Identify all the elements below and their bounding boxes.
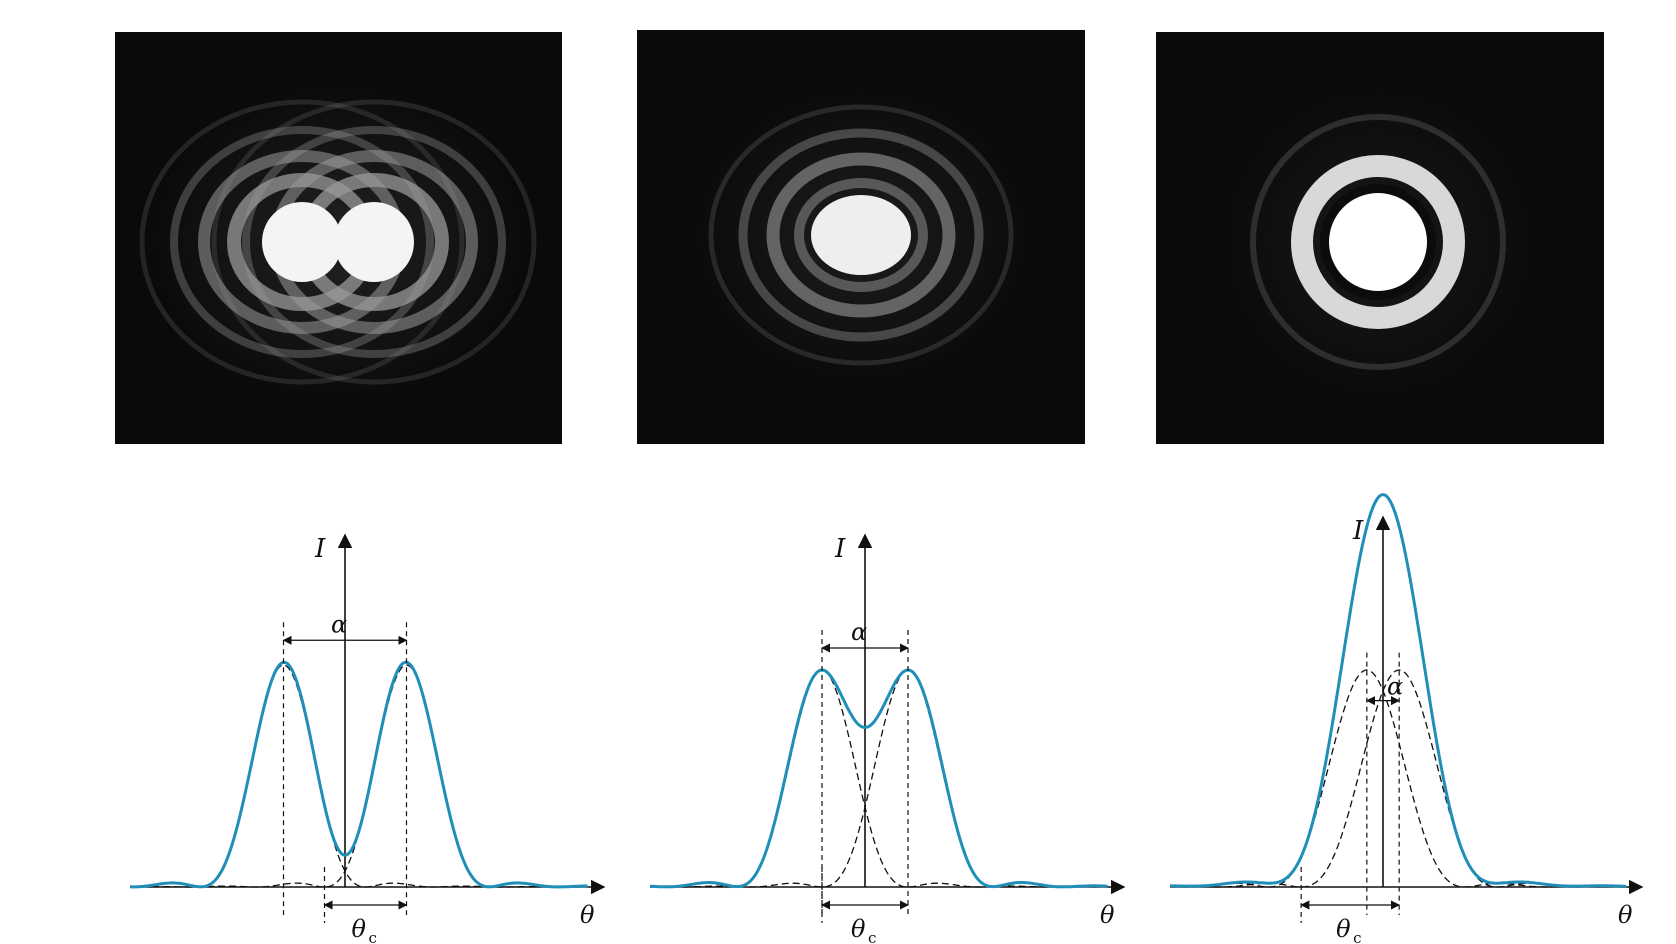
intensity-label: I: [1352, 516, 1364, 546]
intensity-label: I: [834, 534, 846, 564]
theta-c-subscript: c: [369, 929, 377, 944]
theta-c-subscript: c: [868, 929, 876, 944]
sum-curve: [649, 668, 1108, 889]
photo-b-canvas: [637, 30, 1085, 444]
theta-c-label: θ: [1336, 915, 1351, 943]
theta-c-subscript: c: [1353, 929, 1361, 944]
alpha-label: α: [851, 618, 867, 646]
photo-a-canvas: [115, 32, 562, 444]
diffraction-photo-b: [637, 30, 1085, 444]
theta-label: θ: [1100, 901, 1115, 929]
component-curve-1: [1169, 669, 1626, 888]
component-curve-1: [130, 664, 588, 888]
diffraction-photo-c: [1156, 32, 1604, 444]
theta-label: θ: [580, 901, 595, 929]
alpha-label: α: [1387, 673, 1403, 701]
component-curve-2: [650, 669, 1108, 888]
photo-c-canvas: [1156, 32, 1604, 444]
sum-curve: [130, 660, 588, 889]
intensity-label: I: [314, 534, 326, 564]
diffraction-photo-a: [115, 32, 562, 444]
theta-label: θ: [1618, 901, 1633, 929]
component-curve-2: [129, 664, 588, 888]
component-curve-2: [1170, 669, 1627, 888]
alpha-label: α: [331, 610, 347, 638]
component-curve-1: [650, 669, 1108, 888]
theta-c-label: θ: [352, 915, 367, 943]
sum-curve: [1169, 493, 1627, 888]
theta-c-label: θ: [851, 915, 866, 943]
